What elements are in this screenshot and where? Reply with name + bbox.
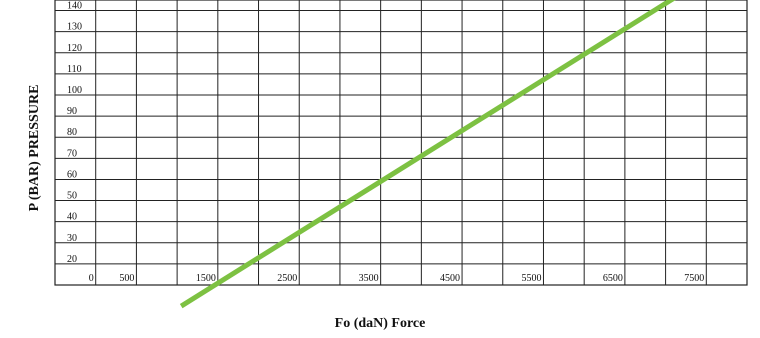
y-tick-label: 140 [67, 1, 82, 12]
x-tick-label: 6500 [603, 273, 623, 284]
x-tick-label: 500 [119, 273, 134, 284]
y-tick-label: 100 [67, 85, 82, 96]
chart-grid [54, 0, 748, 286]
y-tick-label: 110 [67, 64, 82, 75]
y-tick-label: 70 [67, 148, 77, 159]
x-axis-label: Fo (daN) Force [335, 316, 426, 331]
x-tick-label: 7500 [684, 273, 704, 284]
y-tick-label: 50 [67, 191, 77, 202]
y-tick-label: 30 [67, 233, 77, 244]
x-tick-label: 4500 [440, 273, 460, 284]
y-tick-label: 120 [67, 43, 82, 54]
y-tick-label: 60 [67, 169, 77, 180]
y-tick-label: 130 [67, 22, 82, 33]
tick-labels: 20 30 40 50 60 70 80 90 100 110 120 130 140 0 500 1500 2… [67, 1, 704, 284]
y-axis-label: P (BAR) PRESSURE [27, 85, 42, 212]
y-tick-label: 90 [67, 106, 77, 117]
x-tick-label: 3500 [359, 273, 379, 284]
x-tick-label: 1500 [196, 273, 216, 284]
plot-frame [54, 0, 748, 286]
x-tick-label: 0 [89, 273, 94, 284]
y-tick-label: 40 [67, 212, 77, 223]
y-tick-label: 80 [67, 127, 77, 138]
x-tick-label: 5500 [521, 273, 541, 284]
series-group [179, 0, 676, 309]
x-tick-label: 2500 [277, 273, 297, 284]
y-tick-label: 20 [67, 254, 77, 265]
series-line [179, 0, 676, 309]
